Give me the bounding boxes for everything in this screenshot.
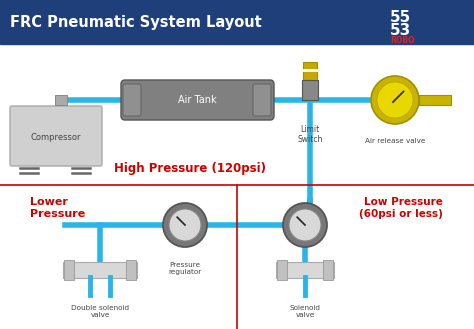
Bar	[0, 0, 474, 44]
Text: Compressor: Compressor	[31, 133, 81, 141]
Text: Solenoid
valve: Solenoid valve	[290, 305, 320, 318]
Text: Pressure
regulator: Pressure regulator	[288, 262, 322, 275]
Text: Air Tank: Air Tank	[178, 95, 216, 105]
Circle shape	[289, 209, 321, 241]
FancyBboxPatch shape	[253, 84, 271, 116]
FancyBboxPatch shape	[121, 80, 274, 120]
Bar	[323, 260, 333, 280]
Bar	[302, 80, 318, 100]
Bar	[64, 260, 74, 280]
Bar	[277, 260, 287, 280]
Text: Double solenoid
valve: Double solenoid valve	[71, 305, 129, 318]
Text: Lower
Pressure: Lower Pressure	[30, 197, 85, 218]
Bar	[55, 95, 67, 105]
Text: Low Pressure
(60psi or less): Low Pressure (60psi or less)	[359, 197, 443, 218]
Text: FRC Pneumatic System Layout: FRC Pneumatic System Layout	[10, 14, 262, 30]
Circle shape	[283, 203, 327, 247]
Text: 55: 55	[390, 10, 411, 25]
Circle shape	[377, 82, 413, 118]
FancyBboxPatch shape	[63, 262, 137, 278]
Circle shape	[169, 209, 201, 241]
Text: Pressure
regulator: Pressure regulator	[168, 262, 201, 275]
Circle shape	[371, 76, 419, 124]
Bar	[419, 95, 451, 105]
Text: Limit
Switch: Limit Switch	[297, 125, 323, 144]
Text: High Pressure (120psi): High Pressure (120psi)	[114, 162, 266, 175]
FancyBboxPatch shape	[10, 106, 102, 166]
Text: ROBO: ROBO	[390, 36, 415, 45]
Bar	[126, 260, 136, 280]
FancyBboxPatch shape	[123, 84, 141, 116]
Text: 53: 53	[390, 23, 411, 38]
FancyBboxPatch shape	[276, 262, 334, 278]
Text: Air release valve: Air release valve	[365, 138, 425, 144]
Bar	[303, 62, 317, 80]
Circle shape	[163, 203, 207, 247]
